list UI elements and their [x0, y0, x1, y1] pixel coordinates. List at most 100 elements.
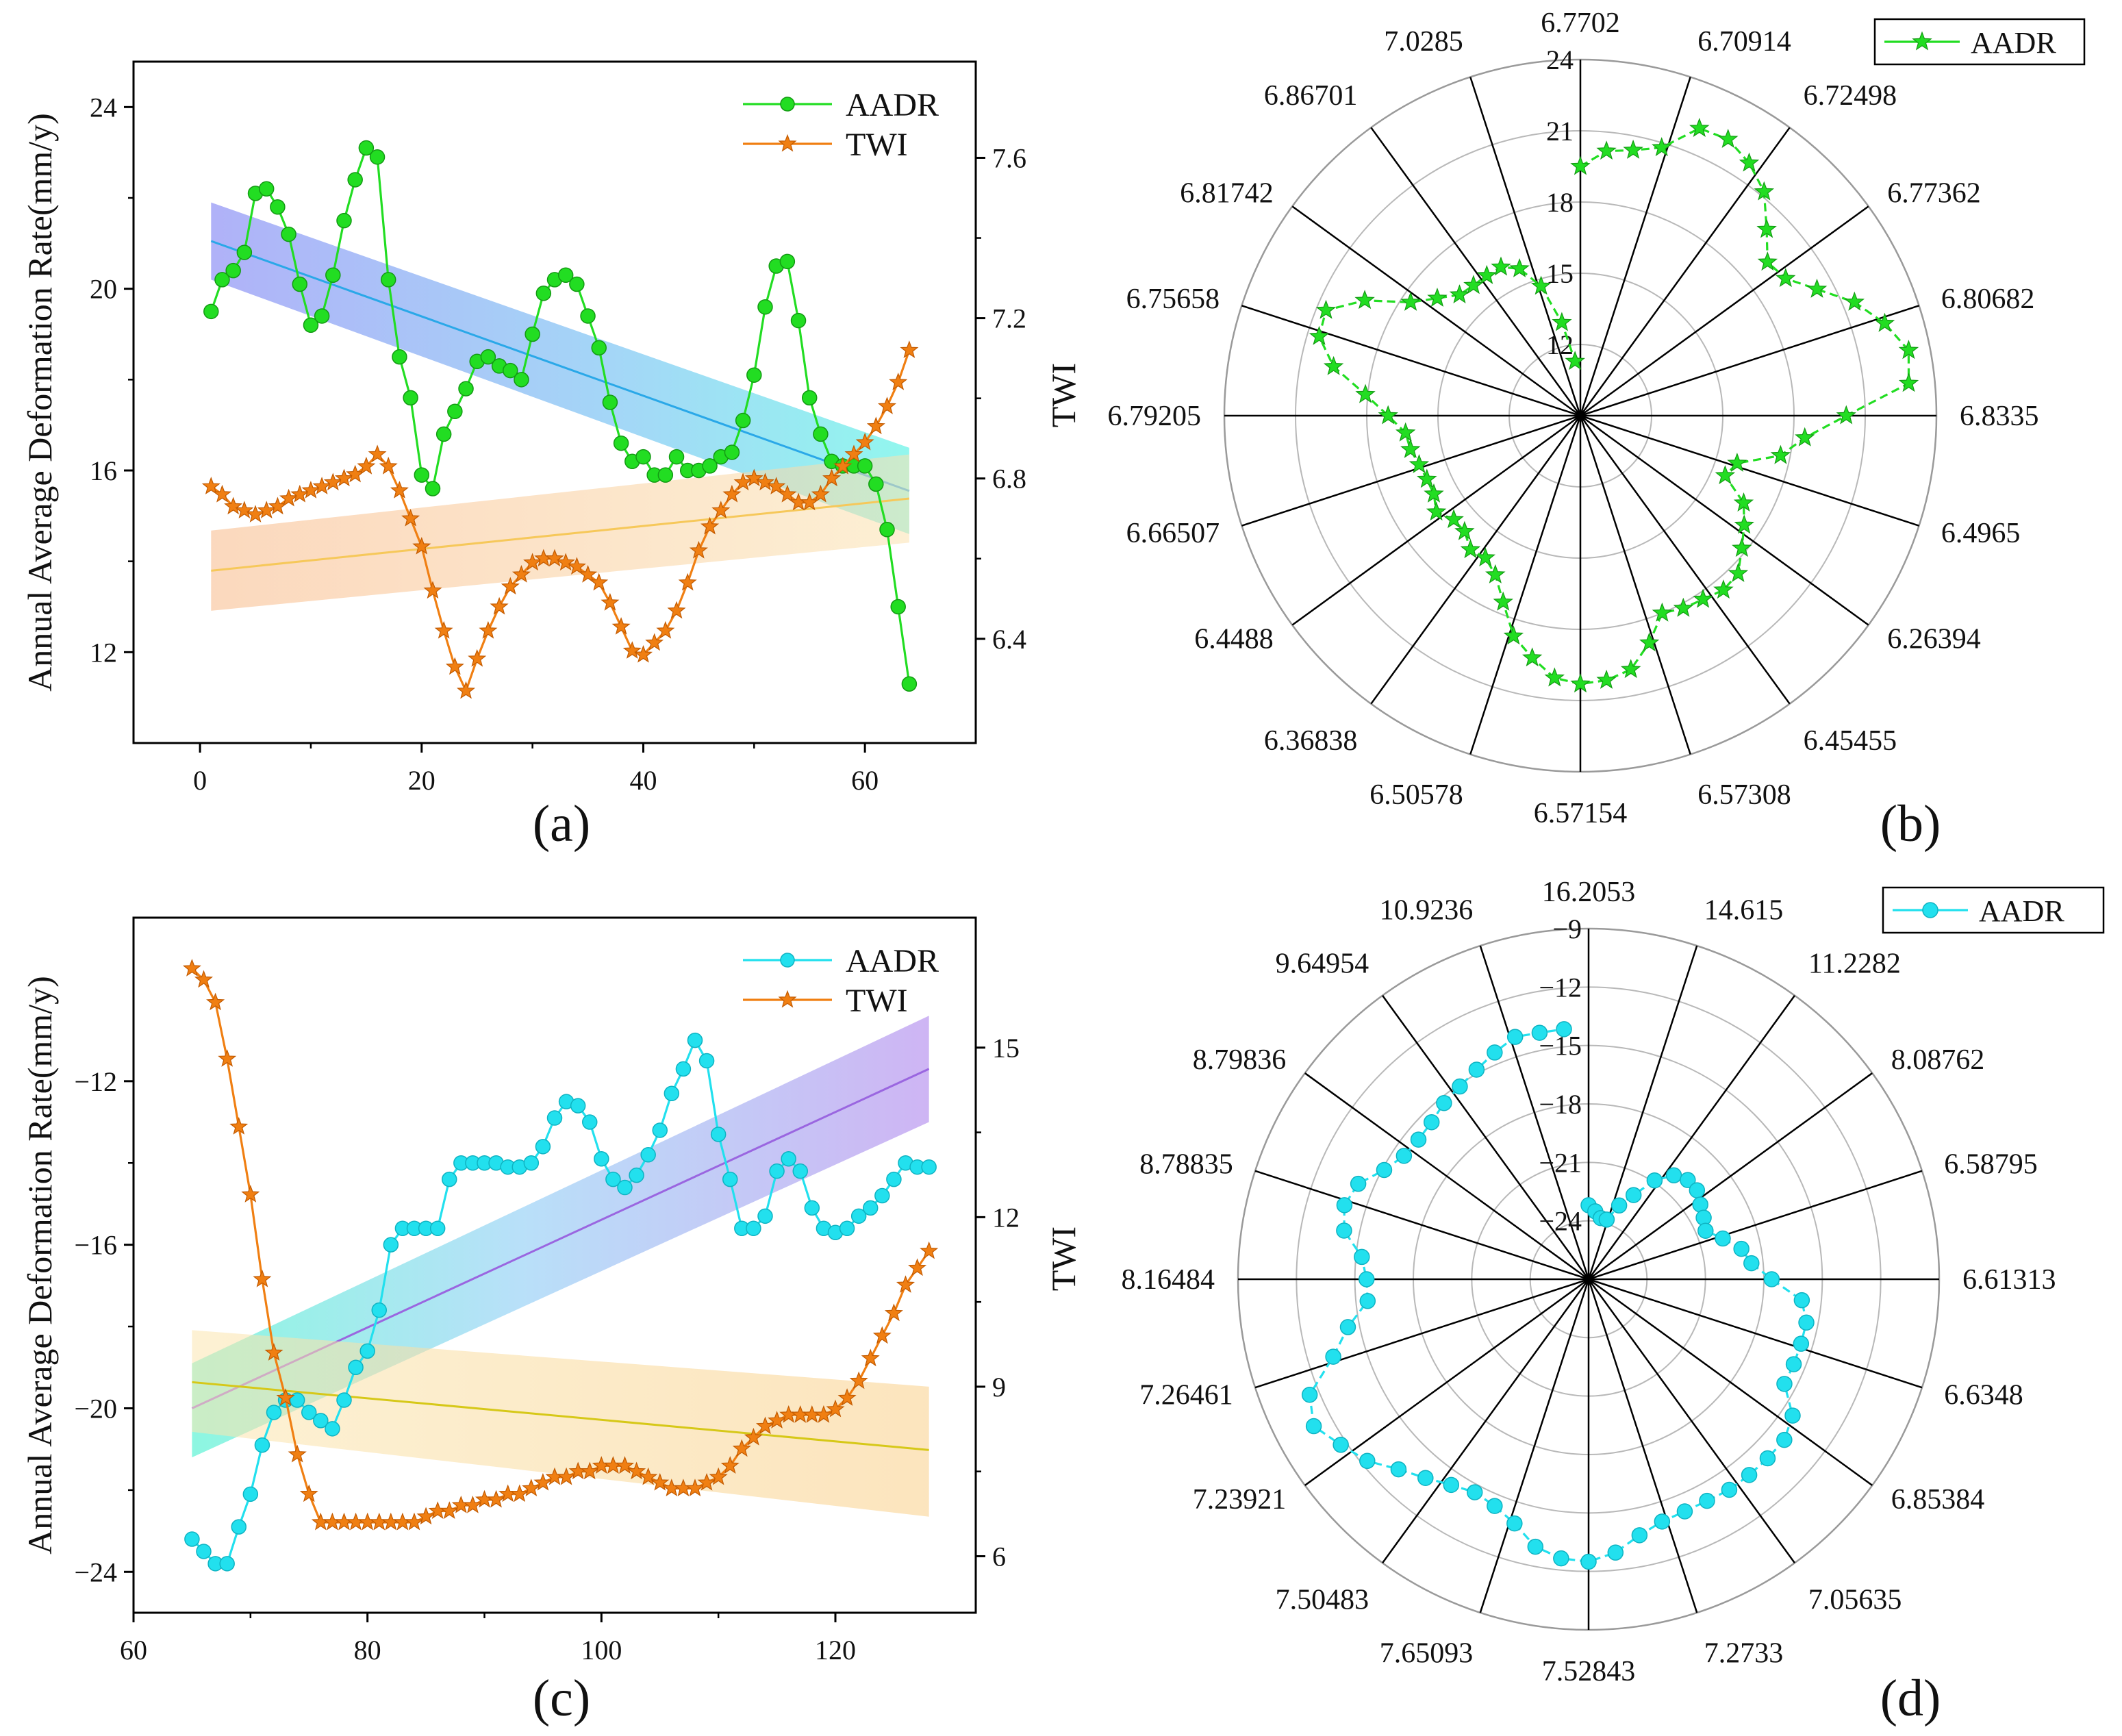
data-point-aadr	[314, 308, 330, 324]
polar-spoke-label: 6.79205	[1108, 401, 1202, 432]
fit-line-2	[192, 1381, 929, 1451]
data-point-twi	[463, 1495, 482, 1513]
data-point-twi	[837, 1388, 857, 1406]
polar-data-point	[1521, 647, 1543, 667]
polar-spoke	[1580, 414, 1919, 527]
polar-data-point	[1793, 1335, 1810, 1352]
data-point-aadr	[325, 267, 341, 284]
data-point-twi	[656, 620, 675, 639]
data-point-twi	[580, 1461, 599, 1480]
data-point-twi	[833, 456, 852, 475]
polar-data-point	[1713, 579, 1734, 599]
polar-data-point	[1301, 1386, 1318, 1403]
data-point-aadr	[266, 1405, 282, 1420]
polar-spoke	[1254, 1278, 1589, 1389]
data-point-twi	[822, 468, 842, 487]
polar-data-point	[1506, 1515, 1523, 1532]
polar-series-line	[1317, 127, 1910, 685]
polar-data-point	[1436, 1094, 1452, 1111]
polar-data-point	[1596, 669, 1617, 689]
y-tick-label: 12	[90, 637, 117, 668]
polar-data-point	[1806, 278, 1828, 298]
polar-data-point	[1763, 1271, 1780, 1287]
data-point-aadr	[792, 1163, 808, 1179]
data-point-aadr	[839, 1220, 855, 1237]
data-point-aadr	[591, 340, 607, 356]
polar-data-point	[1452, 1078, 1468, 1095]
data-point-aadr	[921, 1159, 937, 1175]
polar-spoke-label: 7.2733	[1704, 1637, 1784, 1669]
polar-data-point	[1580, 1553, 1597, 1570]
polar-radial-label: 21	[1546, 116, 1574, 147]
data-point-aadr	[231, 1519, 247, 1535]
polar-radial-label: 18	[1546, 187, 1574, 218]
data-point-twi	[627, 1461, 646, 1480]
polar-data-point	[1485, 564, 1506, 583]
data-point-twi	[844, 444, 863, 463]
polar-spoke-label: 6.6348	[1944, 1380, 2023, 1411]
polar-data-point	[1652, 602, 1673, 622]
polar-data-point	[1544, 667, 1565, 687]
data-point-twi	[645, 633, 664, 651]
y-tick-label: −24	[74, 1557, 117, 1587]
polar-spoke-label: 7.65093	[1380, 1637, 1474, 1669]
data-point-aadr	[779, 253, 796, 270]
data-point-aadr	[313, 1413, 329, 1429]
data-point-twi	[276, 1388, 295, 1406]
polar-spoke	[1382, 1279, 1590, 1563]
data-point-twi	[257, 501, 276, 518]
polar-spoke	[1579, 415, 1791, 705]
polar-spoke-label: 6.26394	[1887, 624, 1981, 655]
data-point-aadr	[746, 367, 762, 383]
chart-a: 0 20 40 60 12 16 20 24 6.4 6.8 7.2 7.6 Annual Averag…	[21, 60, 1026, 796]
data-point-aadr	[640, 1147, 656, 1163]
polar-data-point	[1423, 1114, 1440, 1131]
data-point-aadr	[863, 1200, 879, 1216]
legend-label: TWI	[846, 983, 908, 1019]
data-point-aadr	[790, 312, 807, 329]
data-point-aadr	[850, 1208, 867, 1224]
data-point-aadr	[687, 1032, 703, 1048]
polar-data-point	[1598, 1211, 1615, 1228]
polar-spoke-label: 6.4965	[1941, 518, 2021, 549]
polar-data-point	[1531, 1024, 1548, 1041]
polar-data-point	[1454, 520, 1475, 540]
polar-data-point	[1739, 152, 1760, 172]
data-point-twi	[440, 1501, 459, 1520]
y-tick-label: −12	[74, 1066, 117, 1097]
data-point-aadr	[403, 390, 418, 406]
legend-label: AADR	[846, 943, 939, 979]
data-point-aadr	[358, 140, 375, 156]
data-point-aadr	[535, 286, 552, 301]
y-tick-label: 24	[90, 92, 117, 123]
polar-spoke	[1469, 415, 1582, 755]
data-point-twi	[511, 564, 531, 583]
data-point-twi	[567, 557, 586, 575]
data-point-twi	[523, 553, 542, 571]
polar-data-point	[1466, 1484, 1483, 1500]
polar-spoke-label: 9.64954	[1276, 948, 1369, 979]
data-point-twi	[545, 549, 564, 567]
data-point-aadr	[801, 390, 818, 406]
series-line-twi	[191, 968, 931, 1524]
polar-data-point	[1493, 591, 1513, 611]
data-point-twi	[685, 1479, 705, 1496]
polar-spoke-label: 6.58795	[1944, 1148, 2038, 1180]
polar-data-point	[1665, 1167, 1682, 1184]
data-point-aadr	[303, 317, 319, 333]
data-point-aadr	[886, 1171, 902, 1187]
data-point-twi	[557, 1467, 576, 1485]
data-point-twi	[900, 340, 919, 358]
data-point-twi	[678, 573, 697, 591]
polar-data-point	[1325, 1348, 1341, 1365]
data-point-twi	[522, 1479, 541, 1496]
data-point-twi	[733, 473, 753, 491]
data-point-twi	[556, 553, 575, 571]
polar-data-point	[1359, 1293, 1376, 1309]
y2-tick-label: 15	[992, 1033, 1020, 1064]
polar-data-point	[1395, 422, 1416, 442]
polar-spoke-label: 7.23921	[1193, 1484, 1287, 1515]
polar-data-point	[1623, 139, 1643, 159]
polar-data-point	[1315, 299, 1337, 319]
data-point-twi	[241, 1185, 260, 1203]
